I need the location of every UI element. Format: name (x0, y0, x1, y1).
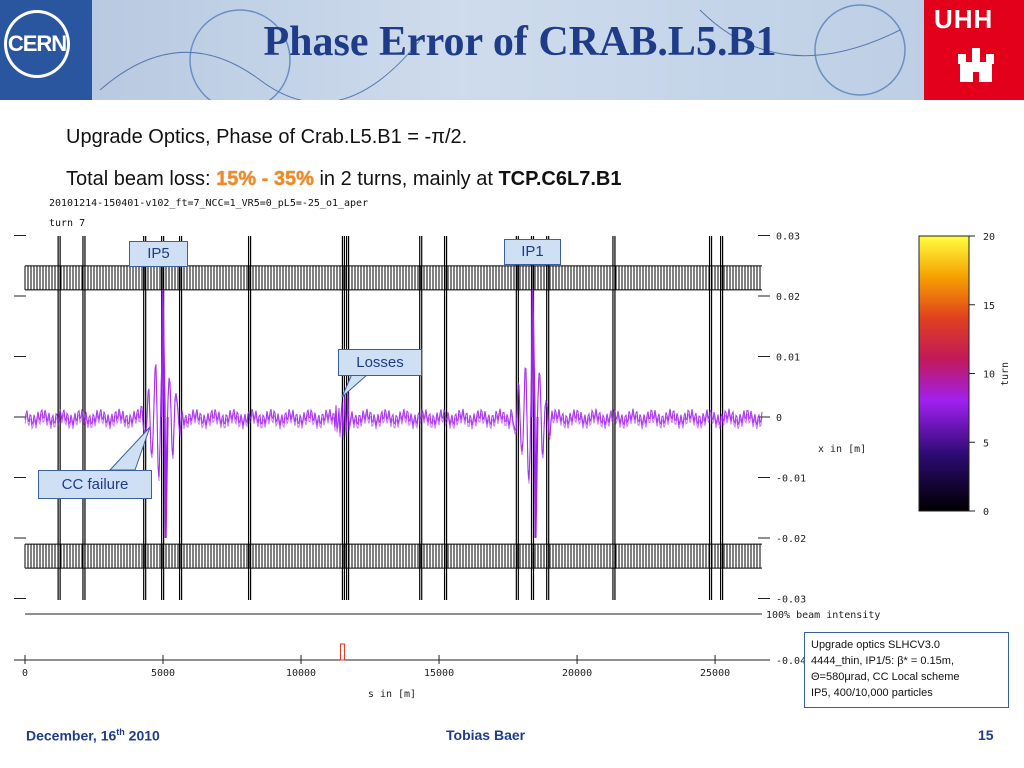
cern-logo: CERN (4, 10, 70, 78)
losses-pointer (341, 373, 370, 398)
ip1-label: IP1 (504, 239, 561, 265)
info-line-2: 4444_thin, IP1/5: β* = 0.15m, (811, 655, 955, 667)
y-tick-label: -0.04 (776, 656, 806, 667)
colorbar-tick-label: 20 (983, 232, 995, 243)
aperture-spike (57, 236, 61, 600)
castle-icon (958, 48, 994, 82)
simulation-info-box: Upgrade optics SLHCV3.0 4444_thin, IP1/5… (804, 632, 1009, 708)
y-tick-label: -0.01 (776, 474, 806, 485)
y-tick-label: 0 (776, 413, 782, 424)
slide-header: CERN Phase Error of CRAB.L5.B1 UHH (0, 0, 1024, 100)
losses-label: Losses (338, 349, 422, 376)
colorbar-tick-label: 10 (983, 370, 995, 381)
header-banner (0, 0, 924, 100)
footer-date: December, 16th 2010 (26, 727, 160, 744)
ip-peak (530, 289, 539, 539)
loss-marker (339, 643, 345, 661)
y-tick-label: -0.03 (776, 595, 806, 606)
colorbar-tick-label: 5 (983, 438, 989, 449)
y-axis-label: x in [m] (818, 444, 866, 455)
info-line-4: IP5, 400/10,000 particles (811, 687, 933, 699)
cc-failure-label: CC failure (38, 470, 152, 499)
plot-turn-label: turn 7 (49, 218, 86, 229)
info-line-3: Θ=580μrad, CC Local scheme (811, 671, 960, 683)
bullet-optics: Upgrade Optics, Phase of Crab.L5.B1 = -π… (66, 126, 468, 148)
footer-date-sup: th (116, 727, 125, 737)
plot-file-label: 20101214-150401-v102_ft=7_NCC=1_VR5=0_pL… (49, 198, 369, 209)
footer-page-number: 15 (978, 727, 994, 743)
aperture-upper (24, 265, 761, 290)
intensity-label: 100% beam intensity (766, 610, 880, 621)
info-line-1: Upgrade optics SLHCV3.0 (811, 639, 941, 651)
y-tick-label: 0.01 (776, 353, 800, 364)
beam-loss-value: 15% - 35% (216, 168, 314, 190)
aperture-lower (24, 544, 761, 569)
ip5-label: IP5 (129, 241, 188, 267)
x-tick-label: 10000 (286, 668, 316, 679)
beam-trace-2 (24, 355, 763, 485)
aperture-spike (443, 236, 448, 600)
colorbar (918, 235, 970, 512)
x-tick-label: 5000 (151, 668, 175, 679)
colorbar-label: turn (1000, 362, 1011, 386)
uhh-logo: UHH (924, 0, 1024, 100)
x-tick-label: 0 (22, 668, 28, 679)
x-tick-label: 25000 (700, 668, 730, 679)
loss-location: TCP.C6L7.B1 (498, 168, 622, 190)
footer-author: Tobias Baer (446, 727, 526, 743)
slide-title: Phase Error of CRAB.L5.B1 (263, 19, 777, 65)
footer-date-main: December, 16 (26, 727, 117, 744)
x-tick-label: 20000 (562, 668, 592, 679)
aperture-spike (143, 236, 147, 600)
footer-date-year: 2010 (124, 727, 160, 744)
colorbar-tick-label: 0 (983, 507, 989, 518)
uhh-logo-text: UHH (934, 4, 994, 34)
y-tick-label: -0.02 (776, 534, 806, 545)
x-tick-label: 15000 (424, 668, 454, 679)
x-axis-label: s in [m] (368, 689, 416, 700)
phase-error-plot: 0.03 0.02 0.01 0 -0.01 -0.02 -0.03 -0.04 x in [m… (14, 232, 1011, 700)
bullet-beam-loss: Total beam loss: 15% - 35% in 2 turns, m… (66, 168, 621, 191)
beam-loss-prefix: Total beam loss: (66, 168, 217, 190)
y-tick-label: 0.02 (776, 292, 800, 303)
y-tick-label: 0.03 (776, 232, 800, 243)
beam-loss-mid: in 2 turns, mainly at (313, 168, 499, 190)
colorbar-tick-label: 15 (983, 301, 995, 312)
ip-peak (160, 289, 169, 539)
